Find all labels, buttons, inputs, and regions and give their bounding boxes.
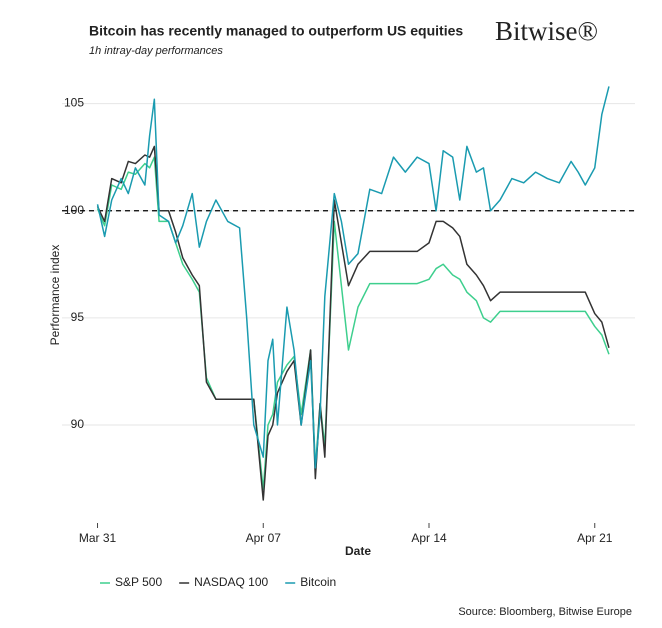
source: Source: Bloomberg, Bitwise Europe bbox=[458, 606, 632, 618]
y-tick-label: 105 bbox=[64, 96, 84, 110]
x-tick-label: Apr 21 bbox=[577, 531, 613, 545]
y-tick-label: 100 bbox=[64, 203, 84, 217]
legend-label: S&P 500 bbox=[115, 575, 162, 589]
legend-label: NASDAQ 100 bbox=[194, 575, 268, 589]
legend-label: Bitcoin bbox=[300, 575, 336, 589]
y-tick-label: 90 bbox=[71, 417, 85, 431]
x-tick-label: Apr 14 bbox=[411, 531, 447, 545]
y-axis-label: Performance index bbox=[48, 245, 62, 346]
y-tick-label: 95 bbox=[71, 310, 85, 324]
x-tick-label: Mar 31 bbox=[79, 531, 117, 545]
x-axis-label: Date bbox=[345, 544, 371, 558]
logo: Bitwise® bbox=[495, 16, 598, 46]
chart-subtitle: 1h intray-day performances bbox=[89, 45, 223, 57]
chart-title: Bitcoin has recently managed to outperfo… bbox=[89, 23, 463, 39]
series-line bbox=[96, 86, 610, 469]
x-tick-label: Apr 07 bbox=[246, 531, 282, 545]
series-line bbox=[96, 145, 610, 501]
